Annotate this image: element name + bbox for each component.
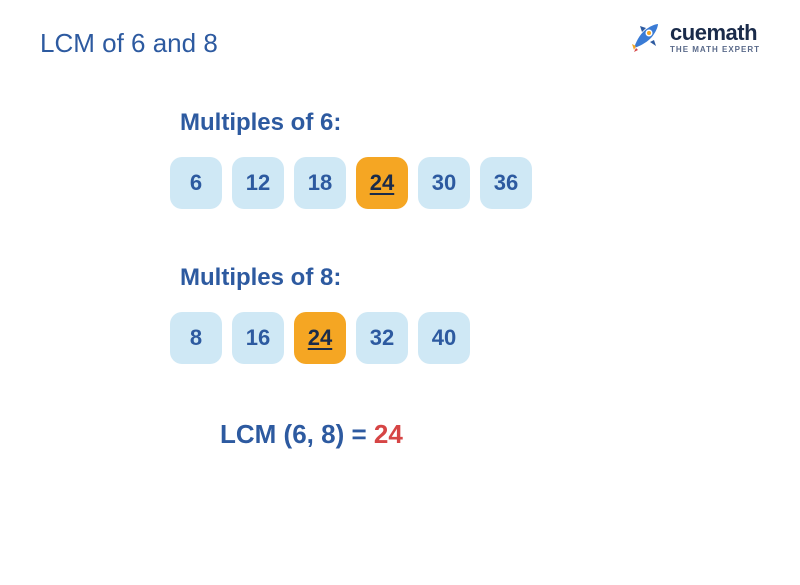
multiple-chip: 36: [480, 157, 532, 209]
multiple-chip: 16: [232, 312, 284, 364]
lcm-result-value: 24: [374, 419, 403, 449]
multiple-chip: 24: [356, 157, 408, 209]
logo-sub-text: THE MATH EXPERT: [670, 46, 760, 54]
multiple-chip: 12: [232, 157, 284, 209]
lcm-result-prefix: LCM (6, 8) =: [220, 419, 374, 449]
multiple-chip: 32: [356, 312, 408, 364]
multiple-chip: 40: [418, 312, 470, 364]
multiple-chip: 8: [170, 312, 222, 364]
multiples-of-6-section: Multiples of 6: 61218243036: [170, 109, 760, 209]
brand-logo: cuemath THE MATH EXPERT: [626, 20, 760, 56]
multiple-chip: 24: [294, 312, 346, 364]
multiple-chip: 18: [294, 157, 346, 209]
logo-text: cuemath THE MATH EXPERT: [670, 22, 760, 54]
rocket-icon: [626, 20, 662, 56]
multiples-of-8-label: Multiples of 8:: [180, 264, 760, 292]
multiples-of-8-section: Multiples of 8: 816243240: [170, 264, 760, 364]
multiples-of-8-chips: 816243240: [170, 312, 760, 364]
multiples-of-6-chips: 61218243036: [170, 157, 760, 209]
multiple-chip: 6: [170, 157, 222, 209]
logo-main-text: cuemath: [670, 22, 760, 44]
lcm-result: LCM (6, 8) = 24: [220, 419, 760, 450]
multiple-chip: 30: [418, 157, 470, 209]
multiples-of-6-label: Multiples of 6:: [180, 109, 760, 137]
